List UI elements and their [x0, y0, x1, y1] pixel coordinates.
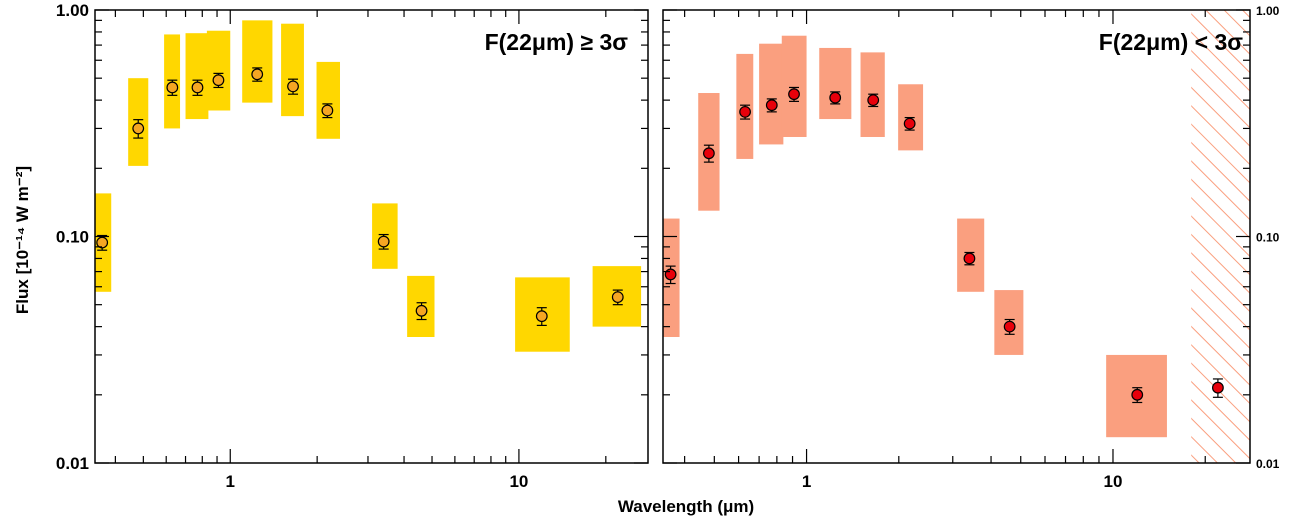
- data-point-5: [251, 68, 264, 81]
- x-ticks: [684, 10, 1206, 463]
- range-box-4: [206, 30, 231, 111]
- y-tick-label: 0.01: [56, 454, 89, 473]
- data-point-4: [788, 88, 800, 101]
- data-point-10: [1131, 388, 1144, 401]
- data-point-9: [415, 304, 428, 317]
- range-box-6: [281, 23, 304, 117]
- right-plot-area: 1 10 0.01 0.10 1.00: [662, 4, 1280, 491]
- x-tick-label: 1: [226, 472, 235, 491]
- x-tick-label: 10: [509, 472, 528, 491]
- range-box-5: [242, 20, 273, 103]
- data-point-0: [664, 268, 677, 281]
- data-point-6: [287, 80, 299, 93]
- left-panel-title: F(22μm) ≥ 3σ: [485, 29, 629, 55]
- data-point-10: [535, 310, 548, 323]
- data-point-4: [212, 74, 225, 87]
- y-tick-label: 0.10: [1256, 231, 1280, 245]
- left-plot-area: 1 10 0.01 0.10 1.00: [56, 1, 649, 491]
- right-panel-title: F(22μm) < 3σ: [1099, 29, 1243, 55]
- data-point-2: [739, 105, 751, 118]
- data-point-11: [611, 291, 624, 304]
- y-axis-title: Flux [10⁻¹⁴ W m⁻²]: [13, 166, 32, 314]
- right-panel: 1 10 0.01 0.10 1.00 F(22μm) < 3σ: [662, 4, 1280, 491]
- x-ticks: [114, 10, 607, 463]
- data-point-9: [1003, 320, 1016, 333]
- range-box-3: [759, 43, 784, 145]
- x-axis-title: Wavelength (μm): [618, 497, 754, 516]
- range-box-5: [819, 47, 852, 120]
- y-ticks: [95, 9, 648, 464]
- data-point-8: [963, 252, 976, 265]
- y-tick-label: 0.10: [56, 228, 89, 247]
- data-point-3: [765, 99, 778, 112]
- y-tick-label: 1.00: [56, 1, 89, 20]
- x-tick-label: 1: [802, 472, 811, 491]
- data-point-5: [829, 91, 842, 104]
- y-tick-label: 0.01: [1256, 457, 1280, 471]
- y-tick-label: 1.00: [1256, 4, 1280, 18]
- data-point-7: [321, 104, 334, 117]
- data-point-11: [1212, 381, 1224, 394]
- left-panel: 1 10 0.01 0.10 1.00 F(22μm) ≥ 3σ: [56, 1, 649, 491]
- data-point-7: [903, 117, 916, 130]
- range-box-7: [316, 61, 341, 139]
- data-point-6: [867, 94, 880, 107]
- data-point-1: [702, 147, 715, 160]
- data-point-8: [377, 235, 390, 248]
- y-ticks: [663, 9, 1250, 464]
- x-tick-label: 10: [1104, 472, 1123, 491]
- range-box-3: [185, 33, 209, 120]
- data-point-2: [166, 81, 179, 94]
- range-box-4: [781, 35, 807, 137]
- data-point-3: [191, 81, 204, 94]
- data-point-0: [96, 236, 109, 249]
- data-point-1: [132, 122, 145, 135]
